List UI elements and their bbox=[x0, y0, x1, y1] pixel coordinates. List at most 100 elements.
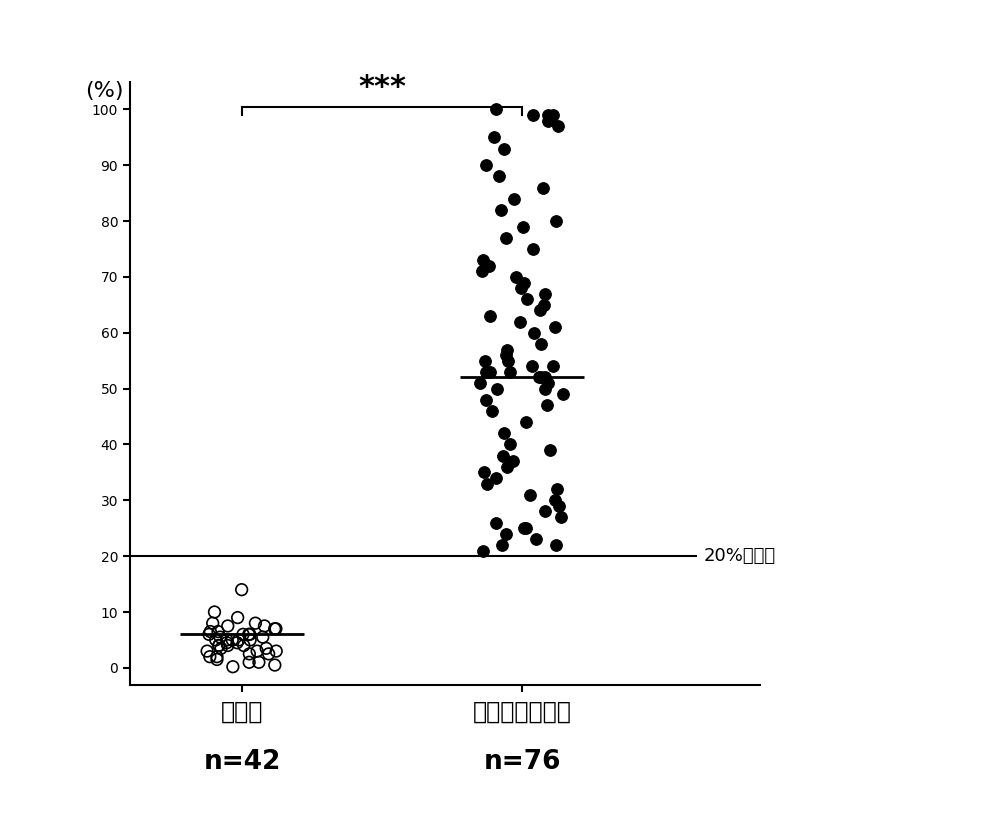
Point bbox=[209, 653, 225, 666]
Point bbox=[498, 527, 514, 540]
Point bbox=[475, 544, 491, 557]
Point bbox=[208, 633, 224, 646]
Point bbox=[516, 276, 532, 289]
Point bbox=[479, 477, 495, 490]
Point bbox=[500, 355, 516, 368]
Point bbox=[484, 404, 500, 417]
Point bbox=[220, 619, 236, 632]
Point bbox=[211, 639, 227, 652]
Point bbox=[551, 500, 567, 513]
Point bbox=[495, 449, 511, 462]
Point bbox=[540, 114, 556, 127]
Point bbox=[515, 220, 531, 233]
Point bbox=[488, 516, 504, 529]
Point bbox=[525, 243, 541, 256]
Point bbox=[553, 510, 569, 523]
Point bbox=[268, 645, 284, 658]
Point bbox=[528, 533, 544, 546]
Point bbox=[524, 359, 540, 372]
Point bbox=[477, 355, 493, 368]
Point bbox=[496, 427, 512, 440]
Point bbox=[547, 320, 563, 333]
Point bbox=[231, 633, 247, 646]
Point bbox=[478, 365, 494, 378]
Point bbox=[489, 382, 505, 395]
Point bbox=[522, 488, 538, 501]
Point bbox=[255, 631, 271, 644]
Point bbox=[242, 633, 258, 646]
Point bbox=[539, 399, 555, 412]
Point bbox=[267, 659, 283, 672]
Point bbox=[261, 647, 277, 660]
Point bbox=[540, 377, 556, 390]
Point bbox=[235, 628, 251, 641]
Point bbox=[519, 293, 535, 306]
Point bbox=[475, 253, 491, 267]
Point bbox=[518, 416, 534, 429]
Point bbox=[210, 625, 226, 638]
Point bbox=[478, 394, 494, 407]
Point bbox=[498, 231, 514, 244]
Point bbox=[234, 584, 250, 597]
Point bbox=[540, 108, 556, 121]
Point bbox=[512, 315, 528, 328]
Point bbox=[548, 214, 564, 227]
Point bbox=[201, 628, 217, 641]
Point bbox=[241, 647, 257, 660]
Point bbox=[213, 641, 229, 654]
Point bbox=[502, 365, 518, 378]
Point bbox=[267, 622, 283, 635]
Point bbox=[525, 108, 541, 121]
Point bbox=[481, 259, 497, 272]
Text: ***: *** bbox=[358, 73, 406, 102]
Point bbox=[241, 628, 257, 641]
Point bbox=[230, 611, 246, 624]
Point bbox=[247, 617, 263, 630]
Point bbox=[209, 650, 225, 663]
Point bbox=[502, 438, 518, 451]
Point bbox=[251, 656, 267, 669]
Point bbox=[258, 641, 274, 654]
Point bbox=[533, 371, 549, 384]
Text: 20%分界线: 20%分界线 bbox=[704, 547, 776, 565]
Point bbox=[229, 637, 245, 650]
Point bbox=[219, 633, 235, 646]
Point bbox=[508, 271, 524, 284]
Point bbox=[476, 466, 492, 479]
Point bbox=[548, 539, 564, 552]
Point bbox=[493, 204, 509, 217]
Point bbox=[488, 471, 504, 484]
Point bbox=[225, 660, 241, 673]
Point bbox=[537, 505, 553, 518]
Point bbox=[494, 539, 510, 552]
Point bbox=[550, 120, 566, 133]
Point bbox=[545, 359, 561, 372]
Point bbox=[506, 192, 522, 205]
Point bbox=[555, 388, 571, 401]
Point bbox=[526, 326, 542, 339]
Point bbox=[531, 371, 547, 384]
Point bbox=[542, 443, 558, 456]
Point bbox=[478, 159, 494, 172]
Point bbox=[499, 343, 515, 356]
Point bbox=[532, 304, 548, 317]
Point bbox=[482, 310, 498, 323]
Point bbox=[488, 103, 504, 116]
Point bbox=[242, 628, 258, 641]
Point bbox=[219, 637, 235, 650]
Point bbox=[206, 606, 222, 619]
Point bbox=[202, 625, 218, 638]
Point bbox=[482, 365, 498, 378]
Point bbox=[474, 265, 490, 278]
Point bbox=[202, 650, 218, 663]
Point bbox=[205, 617, 221, 630]
Point bbox=[537, 371, 553, 384]
Point bbox=[220, 639, 236, 652]
Point bbox=[491, 170, 507, 183]
Point bbox=[505, 455, 521, 468]
Point bbox=[236, 639, 252, 652]
Point bbox=[268, 622, 284, 635]
Point bbox=[496, 142, 512, 155]
Point bbox=[241, 656, 257, 669]
Point bbox=[224, 633, 240, 646]
